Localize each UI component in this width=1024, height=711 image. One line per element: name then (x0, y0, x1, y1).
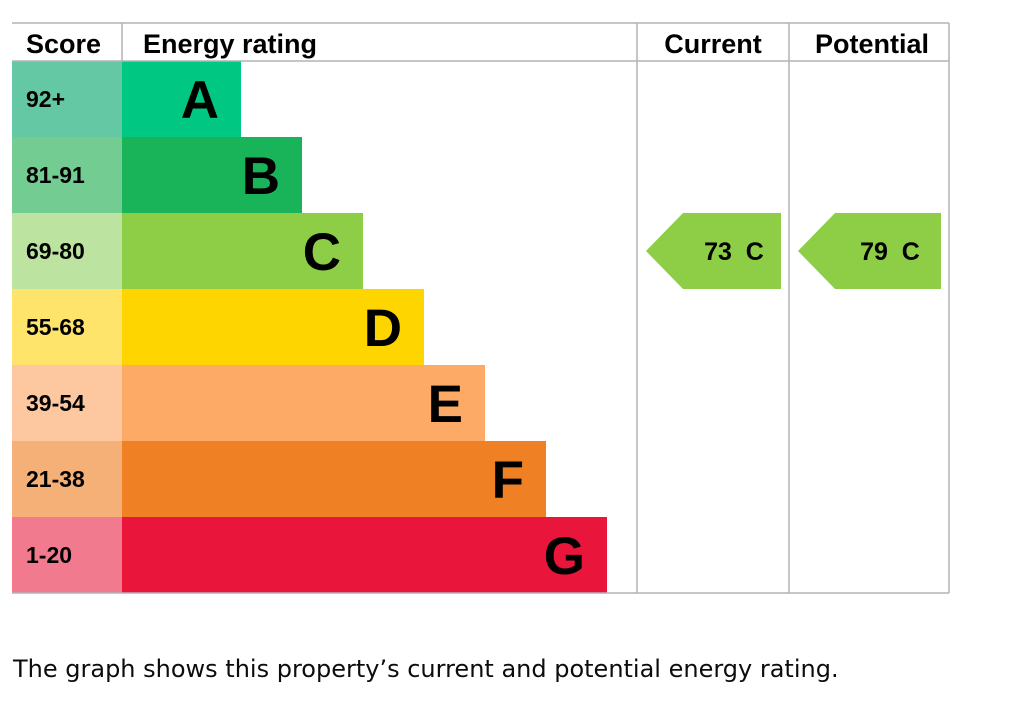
grid-lines (12, 22, 950, 594)
score-label-f: 21-38 (26, 466, 85, 492)
header-row: Score Energy rating Current Potential (26, 29, 929, 59)
score-cell-b (12, 137, 122, 213)
potential-arrow (798, 213, 941, 289)
header-energy-rating: Energy rating (143, 29, 317, 59)
band-letter-e: E (428, 375, 463, 434)
band-bar-c (122, 213, 363, 289)
band-bar-g (122, 517, 607, 593)
band-letter-f: F (492, 451, 524, 510)
band-bar-f (122, 441, 546, 517)
score-cell-d (12, 289, 122, 365)
header-current: Current (664, 29, 762, 59)
band-letter-g: G (544, 527, 585, 586)
score-label-g: 1-20 (26, 542, 72, 568)
chart-caption: The graph shows this property’s current … (13, 655, 839, 683)
band-letter-b: B (242, 147, 280, 206)
band-bar-a (122, 61, 241, 137)
band-layer: 92+ A 81-91 B 69-80 C 55-68 D 39-54 E 21-38 F 1-20 G (12, 61, 607, 593)
band-bar-d (122, 289, 424, 365)
band-letter-d: D (364, 299, 402, 358)
score-label-e: 39-54 (26, 390, 85, 416)
band-letter-c: C (303, 223, 341, 282)
band-letter-a: A (181, 71, 219, 130)
score-label-b: 81-91 (26, 162, 85, 188)
score-cell-a (12, 61, 122, 137)
score-cell-e (12, 365, 122, 441)
score-cell-g (12, 517, 122, 593)
rating-arrows: 73 C 79 C (646, 213, 941, 289)
current-arrow-label: 73 C (704, 238, 764, 266)
header-potential: Potential (815, 29, 929, 59)
header-score: Score (26, 29, 101, 59)
score-label-d: 55-68 (26, 314, 85, 340)
energy-rating-chart: 92+ A81-91 B69-80 C55-68 D39-54 E21-38 F1-20 G … (12, 22, 950, 594)
band-bar-e (122, 365, 485, 441)
current-arrow (646, 213, 781, 289)
potential-arrow-label: 79 C (860, 238, 920, 266)
score-label-a: 92+ (26, 86, 65, 112)
score-cell-c (12, 213, 122, 289)
score-cell-f (12, 441, 122, 517)
score-label-c: 69-80 (26, 238, 85, 264)
band-bar-b (122, 137, 302, 213)
